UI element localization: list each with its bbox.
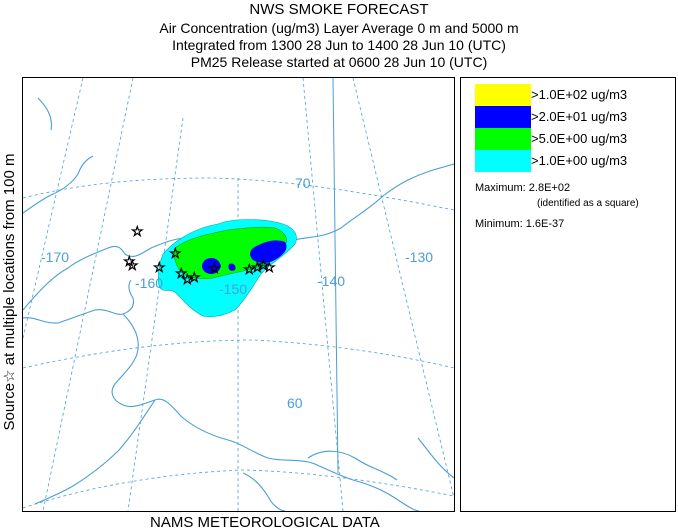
lon-label: -170 xyxy=(41,249,69,265)
meridian-170 xyxy=(42,78,134,511)
source-star: ☆ xyxy=(257,257,270,273)
minimum-label: Minimum: xyxy=(475,218,523,230)
forecast-title: NWS SMOKE FORECAST xyxy=(249,1,429,18)
panhandle-coast xyxy=(417,437,454,479)
source-axis-label: Source☆ at multiple locations from 100 m xyxy=(1,153,18,431)
data-source-footer: NAMS METEOROLOGICAL DATA xyxy=(150,514,380,531)
lon-label: -130 xyxy=(405,249,433,265)
seward-peninsula xyxy=(23,279,135,324)
lon-label: -150 xyxy=(219,281,247,297)
source-markers: ☆ ☆ ☆ ☆ ☆ ☆ ☆ ☆ ☆ ☆ ☆ ☆ ☆ xyxy=(123,223,276,288)
legend-item: >2.0E+01 ug/m3 xyxy=(475,106,665,128)
legend-item: >1.0E+02 ug/m3 xyxy=(475,84,665,106)
legend-swatch-blue xyxy=(475,106,531,128)
maximum-note: (identified as a square) xyxy=(537,198,639,209)
wrangel-coast xyxy=(37,97,52,131)
parallel-60 xyxy=(23,469,454,509)
chukotka-coast xyxy=(23,155,94,214)
source-star: ☆ xyxy=(181,271,194,287)
integration-period: Integrated from 1300 28 Jun to 1400 28 J… xyxy=(172,37,506,53)
source-star: ☆ xyxy=(123,253,136,269)
legend-label: >2.0E+01 ug/m3 xyxy=(531,109,628,124)
alaska-peninsula xyxy=(34,399,156,505)
legend-swatch-cyan xyxy=(475,150,531,172)
source-star: ☆ xyxy=(263,259,276,275)
legend-panel: >1.0E+02 ug/m3 >2.0E+01 ug/m3 >5.0E+00 u… xyxy=(460,77,676,512)
lat-label: 70 xyxy=(295,175,311,191)
border-line xyxy=(332,78,339,474)
minimum-value: 1.6E-37 xyxy=(525,218,565,230)
legend-swatch-green xyxy=(475,128,531,150)
map-panel: ☆ ☆ ☆ ☆ ☆ ☆ ☆ ☆ ☆ ☆ ☆ ☆ ☆ -170 -160 -150… xyxy=(22,77,455,512)
meridian-160 xyxy=(127,117,184,511)
smoke-plume xyxy=(157,219,297,318)
minimum-row: Minimum: 1.6E-37 xyxy=(475,218,564,230)
meridian-130 xyxy=(352,78,454,499)
concentration-subtitle: Air Concentration (ug/m3) Layer Average … xyxy=(159,20,519,36)
source-star: ☆ xyxy=(131,223,144,239)
contour-level3-east xyxy=(250,240,287,263)
source-star: ☆ xyxy=(208,260,221,276)
legend-item: >1.0E+00 ug/m3 xyxy=(475,150,665,172)
source-star: ☆ xyxy=(169,245,182,261)
legend-swatch-yellow xyxy=(475,84,531,106)
contour-level3-central xyxy=(202,258,221,274)
meridian-180 xyxy=(23,78,84,339)
source-star: ☆ xyxy=(126,257,139,273)
maximum-label: Maximum: xyxy=(475,182,526,194)
lon-label: -140 xyxy=(317,273,345,289)
source-star: ☆ xyxy=(243,261,256,277)
lon-label: -160 xyxy=(135,275,163,291)
west-south-coast xyxy=(111,313,420,511)
alaska-map: ☆ ☆ ☆ ☆ ☆ ☆ ☆ ☆ ☆ ☆ ☆ ☆ ☆ -170 -160 -150… xyxy=(23,78,454,511)
contour-level3-spot xyxy=(228,263,236,271)
maximum-row: Maximum: 2.8E+02 xyxy=(475,182,570,194)
gulf-coast xyxy=(307,450,398,481)
meridian-140 xyxy=(302,78,344,511)
maximum-value: 2.8E+02 xyxy=(528,182,571,194)
source-star: ☆ xyxy=(188,269,201,285)
legend-label: >1.0E+02 ug/m3 xyxy=(531,87,628,102)
parallel-65 xyxy=(23,339,454,369)
graticule-labels: -170 -160 -150 -140 -130 70 60 xyxy=(41,175,433,411)
legend-label: >1.0E+00 ug/m3 xyxy=(531,153,628,168)
release-info: PM25 Release started at 0600 28 Jun 10 (… xyxy=(190,54,488,70)
source-star: ☆ xyxy=(175,265,188,281)
source-star: ☆ xyxy=(251,259,264,275)
kenai-coast xyxy=(242,472,286,511)
parallel-70 xyxy=(23,177,454,211)
source-star: ☆ xyxy=(153,259,166,275)
legend-label: >5.0E+00 ug/m3 xyxy=(531,131,628,146)
lat-label: 60 xyxy=(287,395,303,411)
legend-item: >5.0E+00 ug/m3 xyxy=(475,128,665,150)
